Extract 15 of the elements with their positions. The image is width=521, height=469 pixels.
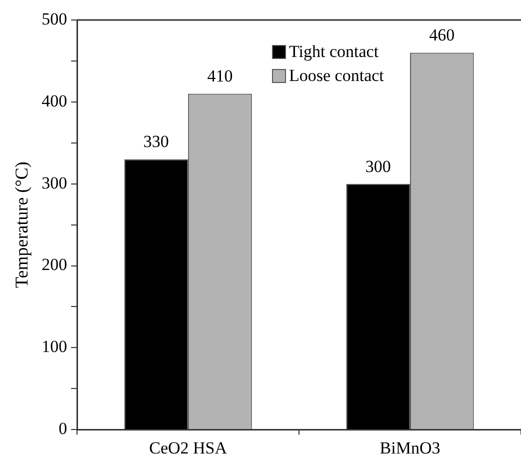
y-tick-label: 500	[42, 9, 68, 28]
y-tick-label: 200	[42, 255, 68, 274]
y-axis-title: Temperature (°C)	[12, 162, 32, 288]
data-label: 300	[365, 156, 391, 176]
data-label: 410	[207, 66, 233, 86]
y-tick-label: 300	[42, 173, 68, 192]
x-tick-label: BiMnO3	[380, 438, 440, 458]
y-tick-label: 100	[42, 337, 68, 356]
data-label: 330	[143, 132, 169, 152]
legend-label: Tight contact	[289, 41, 379, 63]
legend-label: Loose contact	[289, 65, 384, 87]
x-tick-label: CeO2 HSA	[149, 438, 228, 458]
y-tick-label: 400	[42, 91, 68, 110]
y-tick-label: 0	[58, 419, 68, 438]
data-label: 460	[429, 26, 455, 45]
